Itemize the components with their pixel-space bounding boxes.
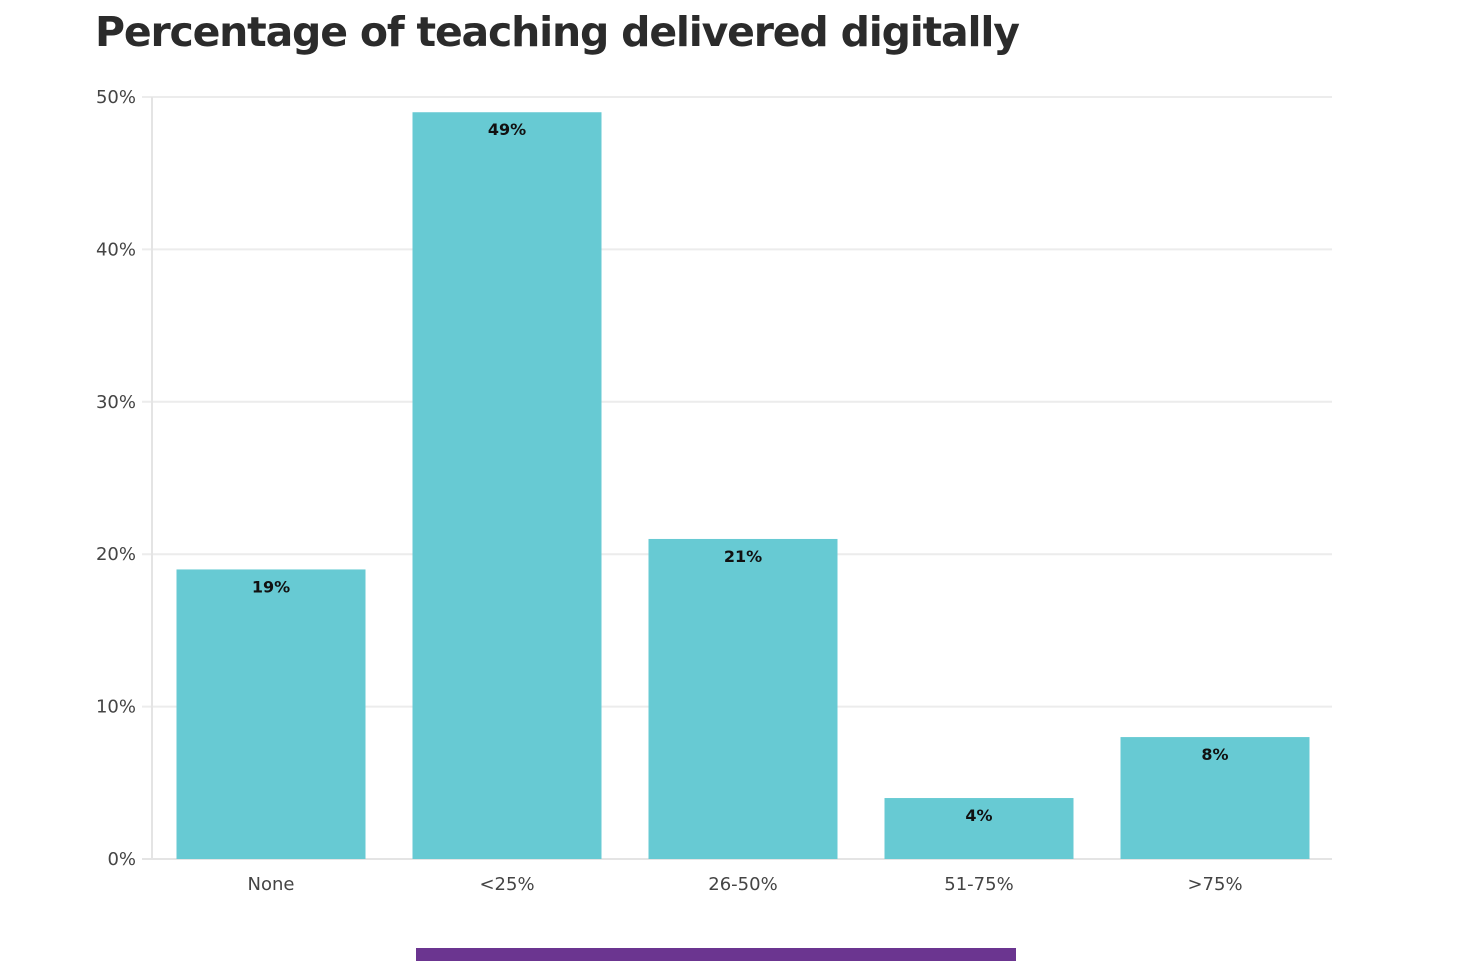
bar-chart: 0% 10% 20% 30% 40% 50% 19% 49% 21% 4% 8% None <25%… [96, 87, 1332, 895]
y-tick-label: 20% [96, 544, 136, 565]
x-tick-label: <25% [479, 874, 534, 895]
y-tick-label: 50% [96, 87, 136, 108]
bar-26-50% [648, 538, 838, 859]
data-labels: 19% 49% 21% 4% 8% [252, 120, 1229, 825]
data-label: 49% [488, 120, 526, 139]
y-tick-label: 30% [96, 392, 136, 413]
x-tick-label: 51-75% [944, 874, 1013, 895]
x-tick-label: None [248, 874, 295, 895]
x-axis-ticks: None <25% 26-50% 51-75% >75% [248, 874, 1243, 895]
data-label: 8% [1201, 745, 1228, 764]
y-axis-ticks: 0% 10% 20% 30% 40% 50% [96, 87, 136, 870]
data-label: 4% [965, 806, 992, 825]
x-tick-label: 26-50% [708, 874, 777, 895]
bar-None [176, 569, 366, 859]
bar-<25% [412, 112, 602, 860]
y-tick-label: 10% [96, 697, 136, 718]
y-tick-label: 0% [107, 849, 136, 870]
x-tick-label: >75% [1187, 874, 1242, 895]
chart-title: Percentage of teaching delivered digital… [95, 8, 1020, 56]
y-tick-label: 40% [96, 239, 136, 260]
data-label: 21% [724, 547, 762, 566]
bar-51-75% [884, 798, 1074, 859]
bars [176, 112, 1310, 860]
bar->75% [1120, 737, 1310, 859]
data-label: 19% [252, 577, 290, 596]
bottom-accent-bar [416, 948, 1016, 961]
